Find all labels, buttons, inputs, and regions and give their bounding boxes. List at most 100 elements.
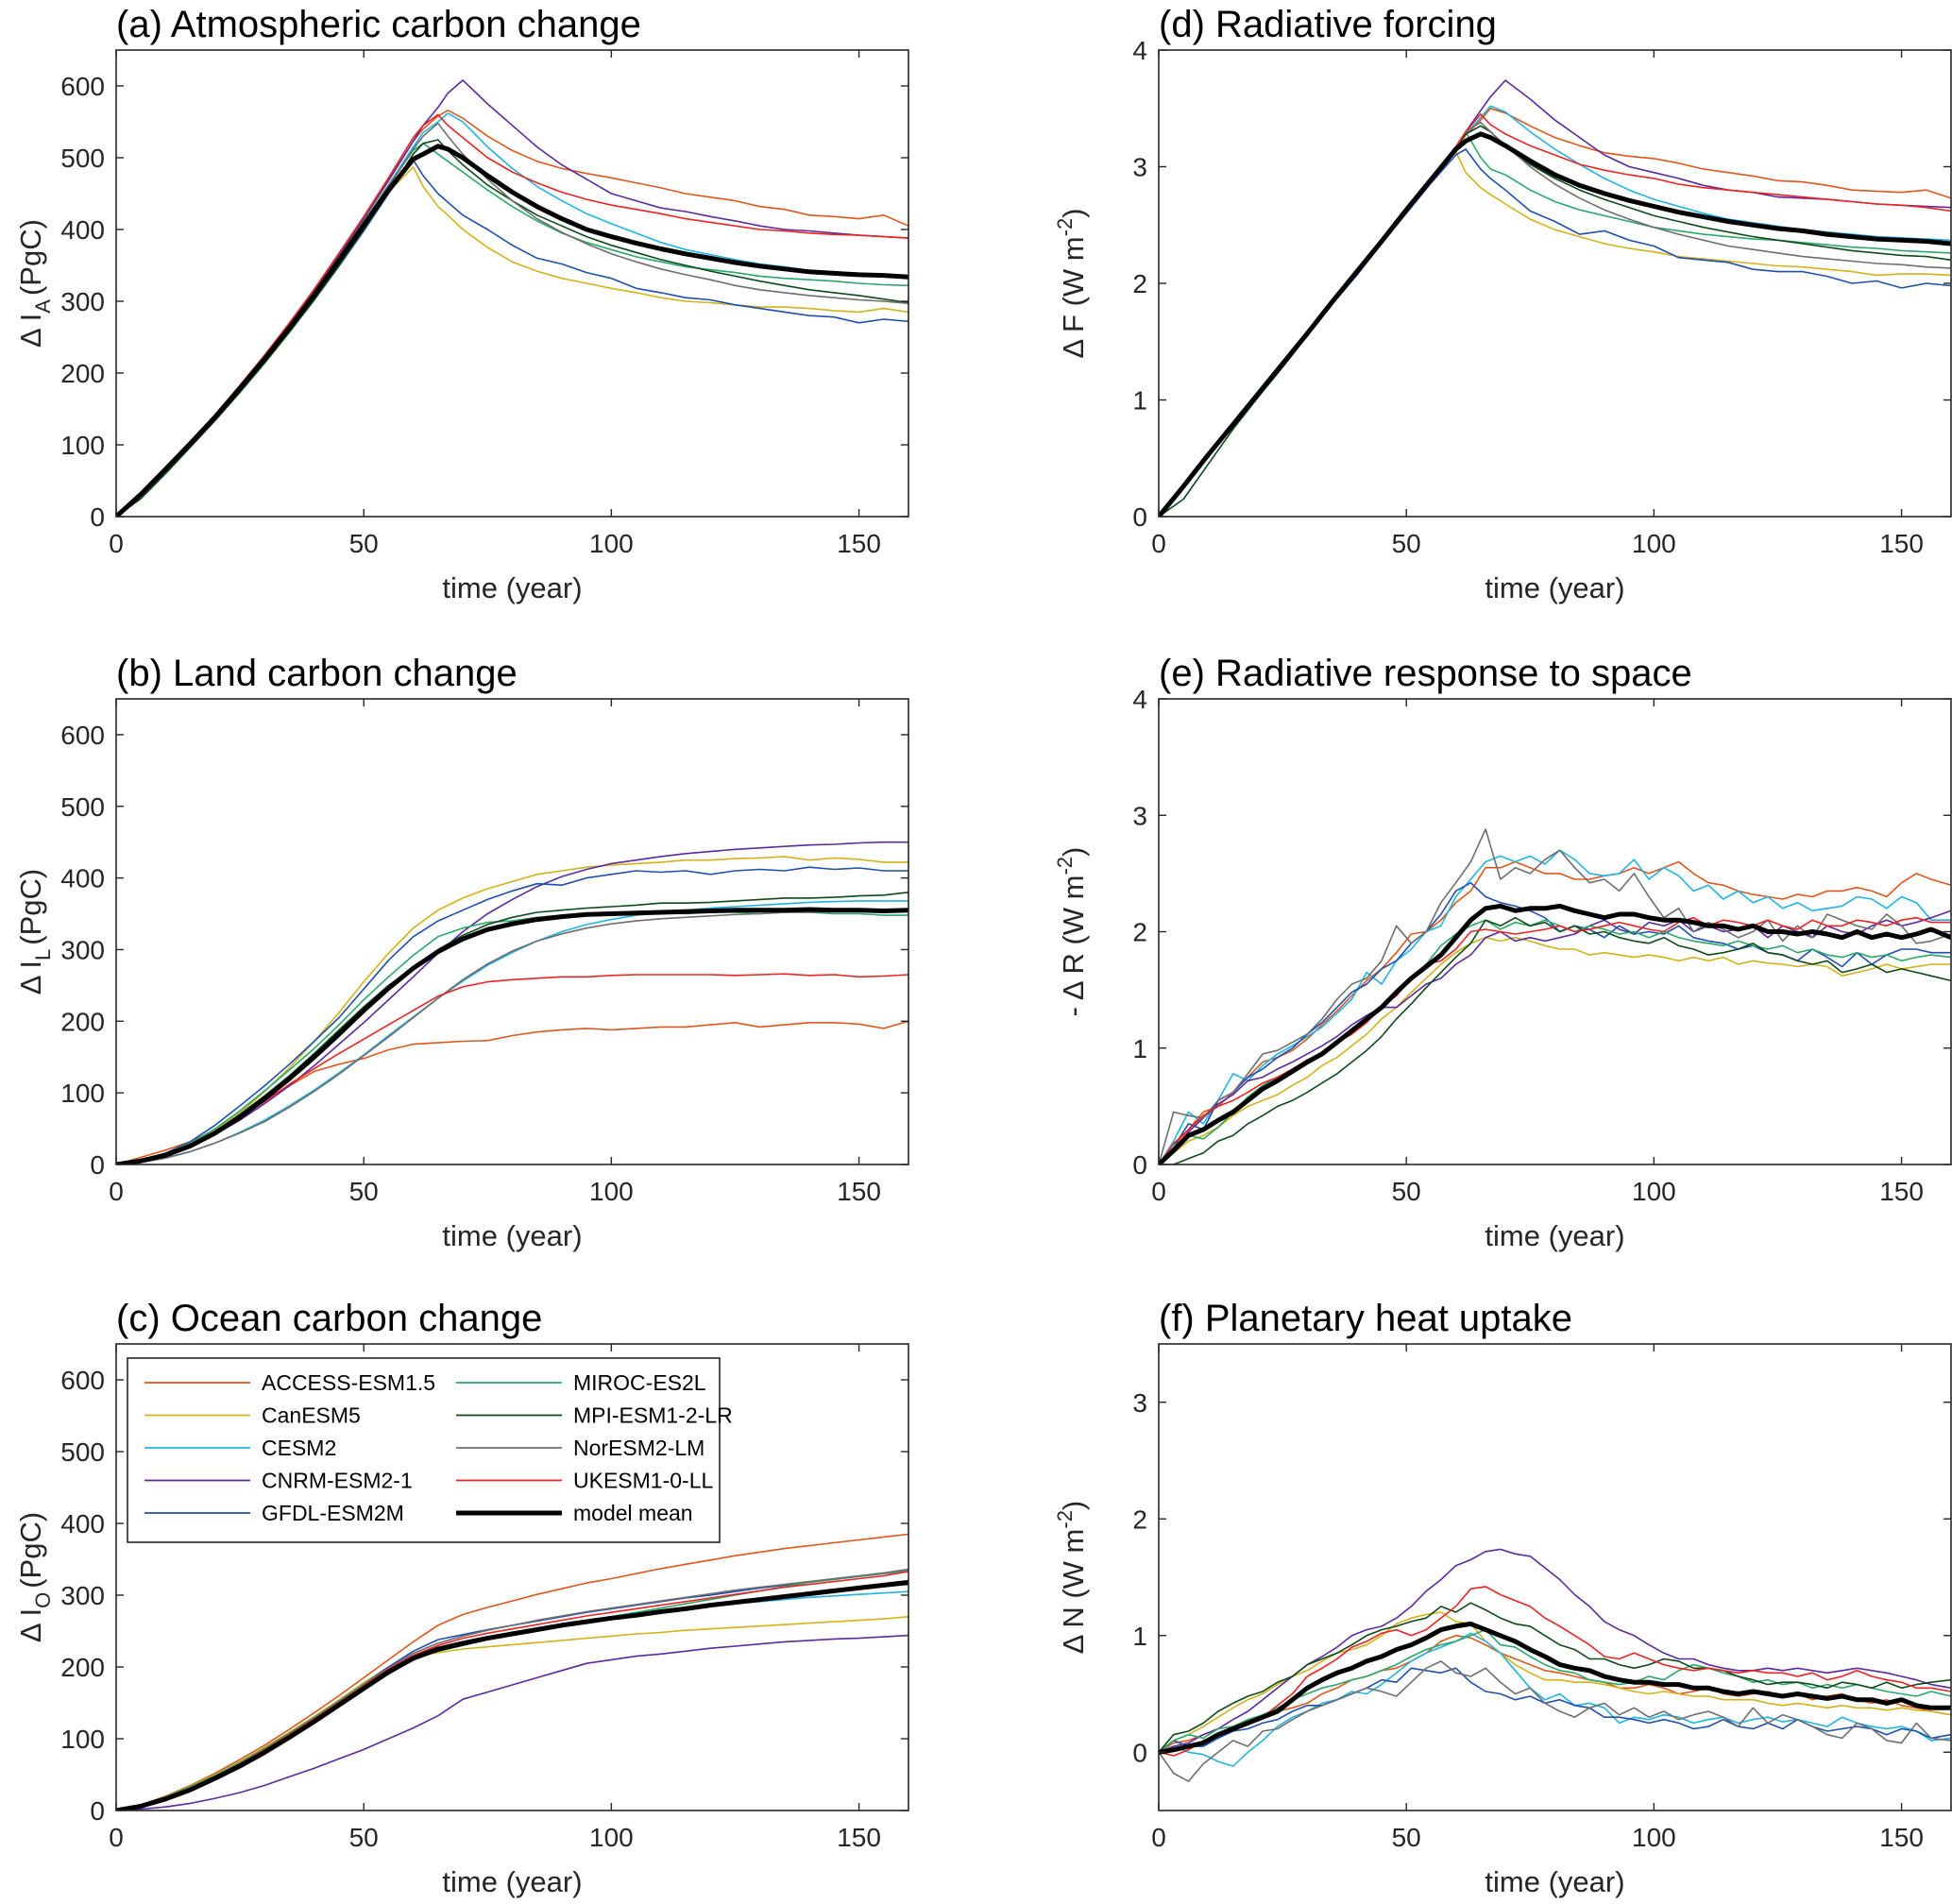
legend: ACCESS-ESM1.5 CanESM5 CESM2 CNRM-ESM2-1 GFDL… xyxy=(127,1357,733,1543)
y-tick-label: 300 xyxy=(60,935,105,964)
panel-b: (b) Land carbon change 0 50 100 150 0 100 200 30… xyxy=(14,653,909,1252)
y-axis-label: Δ IA (PgC) xyxy=(14,219,55,348)
series-line-model-mean xyxy=(1159,1621,1951,1755)
series-line-noresm2-lm xyxy=(1159,1660,1951,1782)
panel-title: (f) Planetary heat uptake xyxy=(1159,1298,1572,1339)
series-line-cnrm-esm2-1 xyxy=(116,79,908,517)
x-tick-label: 0 xyxy=(1151,529,1166,558)
series-line-cnrm-esm2-1 xyxy=(1159,910,1951,1164)
y-tick-label: 2 xyxy=(1132,918,1147,947)
x-axis-label: time (year) xyxy=(442,571,582,604)
y-axis-label-end: ) xyxy=(1057,208,1090,217)
y-tick-label: 100 xyxy=(60,431,105,460)
y-axis-label-main: Δ F (W m xyxy=(1057,236,1090,358)
y-tick-label: 600 xyxy=(60,1366,105,1395)
series-line-noresm2-lm xyxy=(1159,828,1951,1164)
x-tick-label: 100 xyxy=(589,1823,634,1852)
legend-label: CNRM-ESM2-1 xyxy=(262,1469,413,1493)
series-line-access-esm1-5 xyxy=(1159,1635,1951,1753)
y-tick-label: 300 xyxy=(60,287,105,316)
legend-label: MPI-ESM1-2-LR xyxy=(573,1403,733,1428)
plot-frame xyxy=(115,1343,909,1811)
x-tick-label: 150 xyxy=(837,1177,881,1206)
y-tick-label: 2 xyxy=(1132,269,1147,298)
panel-f: (f) Planetary heat uptake 0 50 100 150 0 1 2 3 ti… xyxy=(1053,1298,1952,1898)
x-tick-label: 100 xyxy=(589,1177,634,1206)
y-tick-label: 500 xyxy=(60,144,105,173)
panel-title: (a) Atmospheric carbon change xyxy=(116,4,641,45)
y-tick-label: 400 xyxy=(60,864,105,893)
series-line-ukesm1-0-ll xyxy=(1159,1586,1951,1757)
legend-label: MIROC-ES2L xyxy=(573,1370,706,1395)
x-tick-label: 150 xyxy=(1879,1177,1924,1206)
series-line-mpi-esm1-2-lr xyxy=(116,1583,908,1810)
series-group xyxy=(116,841,908,1164)
y-axis-label-subscript: O xyxy=(31,1592,55,1608)
series-line-cesm2 xyxy=(1159,849,1951,1164)
y-tick-label: 3 xyxy=(1132,1388,1147,1418)
y-axis-label-main: Δ I xyxy=(14,1608,47,1642)
panel-c: (c) Ocean carbon change 0 50 100 150 0 100 200 3… xyxy=(14,1298,909,1898)
series-line-ukesm1-0-ll xyxy=(1159,916,1951,1164)
panel-title: (c) Ocean carbon change xyxy=(116,1298,542,1339)
x-axis-label: time (year) xyxy=(442,1865,582,1898)
series-group xyxy=(1159,1548,1951,1782)
series-line-model-mean xyxy=(116,907,908,1164)
legend-label: ACCESS-ESM1.5 xyxy=(262,1370,435,1395)
series-line-canesm5 xyxy=(116,1616,908,1810)
y-axis-label-main: Δ I xyxy=(14,960,47,994)
series-line-cnrm-esm2-1 xyxy=(116,841,908,1164)
series-line-canesm5 xyxy=(1159,936,1951,1164)
x-tick-label: 0 xyxy=(109,1177,124,1206)
y-axis-label-main: Δ I xyxy=(14,314,47,348)
y-axis-label: Δ N (W m-2) xyxy=(1053,1501,1090,1655)
panel-title: (b) Land carbon change xyxy=(116,653,518,694)
y-tick-label: 200 xyxy=(60,1007,105,1036)
series-line-gfdl-esm2m xyxy=(1159,881,1951,1164)
series-line-access-esm1-5 xyxy=(1159,860,1951,1164)
x-axis-label: time (year) xyxy=(442,1219,582,1252)
series-line-canesm5 xyxy=(116,166,908,517)
y-tick-label: 4 xyxy=(1132,685,1147,714)
x-tick-label: 100 xyxy=(589,529,634,558)
legend-item: ACCESS-ESM1.5 xyxy=(144,1370,435,1395)
series-line-miroc-es2l xyxy=(1159,1628,1951,1753)
series-line-model-mean xyxy=(116,1579,908,1810)
y-tick-label: 0 xyxy=(1132,1738,1147,1767)
y-axis-label-unit: (PgC) xyxy=(14,869,47,945)
y-tick-label: 400 xyxy=(60,1509,105,1538)
y-tick-label: 600 xyxy=(60,721,105,750)
x-axis-label: time (year) xyxy=(1485,1219,1624,1252)
series-line-miroc-es2l xyxy=(116,911,908,1164)
legend-label: CESM2 xyxy=(262,1436,336,1460)
series-line-noresm2-lm xyxy=(116,1568,908,1810)
series-line-mpi-esm1-2-lr xyxy=(1159,1602,1951,1753)
series-line-noresm2-lm xyxy=(116,122,908,517)
y-tick-label: 4 xyxy=(1132,36,1147,65)
y-tick-label: 200 xyxy=(60,359,105,388)
series-line-access-esm1-5 xyxy=(116,1020,908,1164)
y-axis-label-subscript: L xyxy=(31,949,55,960)
series-line-mpi-esm1-2-lr xyxy=(1159,916,1951,1164)
y-tick-label: 0 xyxy=(1132,1150,1147,1180)
series-line-miroc-es2l xyxy=(1159,130,1951,517)
y-tick-label: 0 xyxy=(90,1150,105,1180)
x-tick-label: 100 xyxy=(1632,1823,1676,1852)
legend-label: UKESM1-0-LL xyxy=(573,1469,713,1493)
series-line-gfdl-esm2m xyxy=(116,866,908,1164)
series-line-noresm2-lm xyxy=(116,910,908,1164)
y-tick-label: 500 xyxy=(60,792,105,822)
legend-item: CanESM5 xyxy=(144,1403,361,1428)
series-line-model-mean xyxy=(1159,903,1951,1164)
x-tick-label: 150 xyxy=(837,529,881,558)
x-tick-label: 150 xyxy=(837,1823,881,1852)
x-tick-label: 100 xyxy=(1632,529,1676,558)
series-line-gfdl-esm2m xyxy=(1159,148,1951,517)
x-axis-label: time (year) xyxy=(1485,1865,1624,1898)
y-tick-label: 100 xyxy=(60,1725,105,1754)
series-line-ukesm1-0-ll xyxy=(116,973,908,1164)
series-line-ukesm1-0-ll xyxy=(116,1571,908,1810)
x-tick-label: 0 xyxy=(109,529,124,558)
x-tick-label: 50 xyxy=(1392,1177,1421,1206)
y-tick-label: 600 xyxy=(60,72,105,101)
